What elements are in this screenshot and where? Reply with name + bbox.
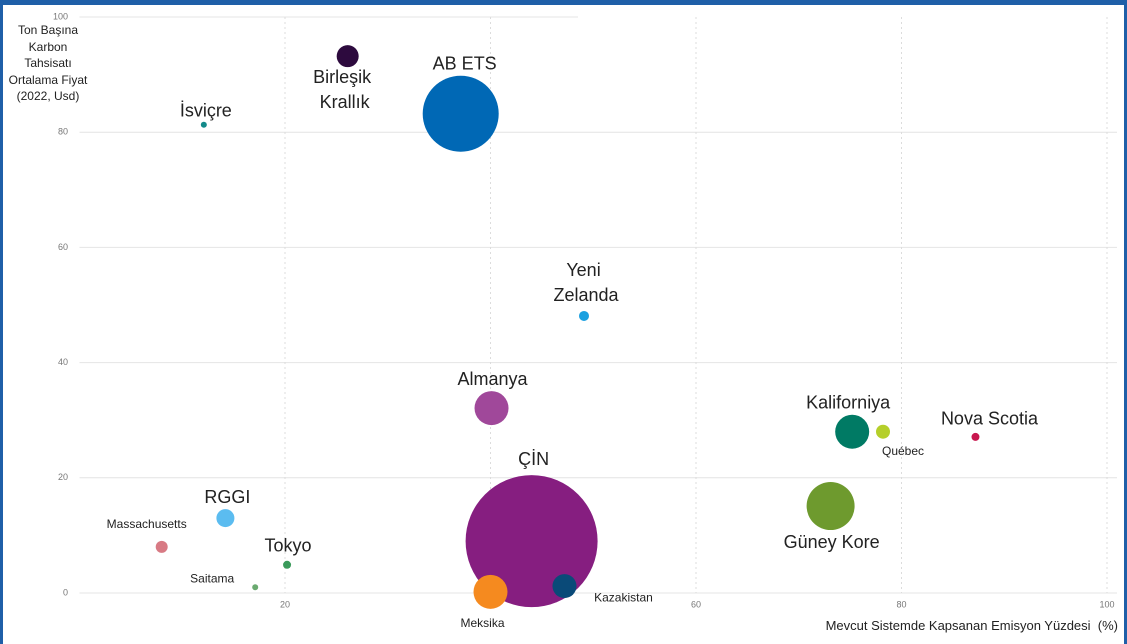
bubble	[971, 432, 980, 441]
bubble	[579, 310, 590, 321]
y-tick-label: 20	[58, 472, 68, 482]
bubble-label: Nova Scotia	[941, 409, 1039, 429]
bubble-label: Kazakistan	[594, 590, 653, 604]
bubble-label: ÇİN	[518, 449, 549, 469]
bubble	[252, 584, 259, 591]
x-tick-label: 80	[896, 599, 906, 609]
y-tick-label: 80	[58, 127, 68, 137]
bubble	[283, 560, 292, 569]
x-tick-label: 100	[1099, 599, 1114, 609]
bubble-label: Kaliforniya	[806, 392, 891, 412]
bubble	[835, 414, 870, 449]
bubble	[422, 75, 499, 152]
y-tick-label: 40	[58, 357, 68, 367]
bubble-label: AB ETS	[433, 54, 497, 74]
bubble-label: Birleşik Krallık	[313, 67, 376, 112]
bubble-label: Yeni Zelanda	[553, 260, 619, 305]
bubble	[200, 121, 207, 128]
x-axis-title: Mevcut Sistemde Kapsanan Emisyon Yüzdesi…	[825, 618, 1118, 633]
bubble	[806, 482, 855, 531]
y-tick-label: 100	[53, 11, 68, 21]
bubble	[216, 509, 235, 528]
bubble-label: Massachusetts	[107, 517, 187, 531]
bubble	[336, 45, 359, 68]
y-tick-label: 0	[63, 587, 68, 597]
bubble	[876, 424, 891, 439]
bubble-label: Tokyo	[265, 536, 312, 556]
x-tick-label: 60	[691, 599, 701, 609]
bubble-label: İsviçre	[180, 100, 232, 120]
bubble-label: Meksika	[460, 616, 504, 630]
bubble-label: Québec	[882, 444, 924, 458]
bubble	[473, 574, 508, 609]
bubble-label: Saitama	[190, 571, 234, 585]
x-tick-label: 20	[280, 599, 290, 609]
bubble-label: Güney Kore	[784, 532, 880, 552]
bubble-label: RGGI	[204, 487, 250, 507]
bubble	[155, 540, 168, 553]
bubble	[474, 391, 509, 426]
bubble-label: Almanya	[458, 369, 529, 389]
bubble	[552, 574, 577, 599]
y-axis-title: Ton Başına Karbon Tahsisatı Ortalama Fiy…	[8, 23, 88, 103]
y-tick-label: 60	[58, 242, 68, 252]
